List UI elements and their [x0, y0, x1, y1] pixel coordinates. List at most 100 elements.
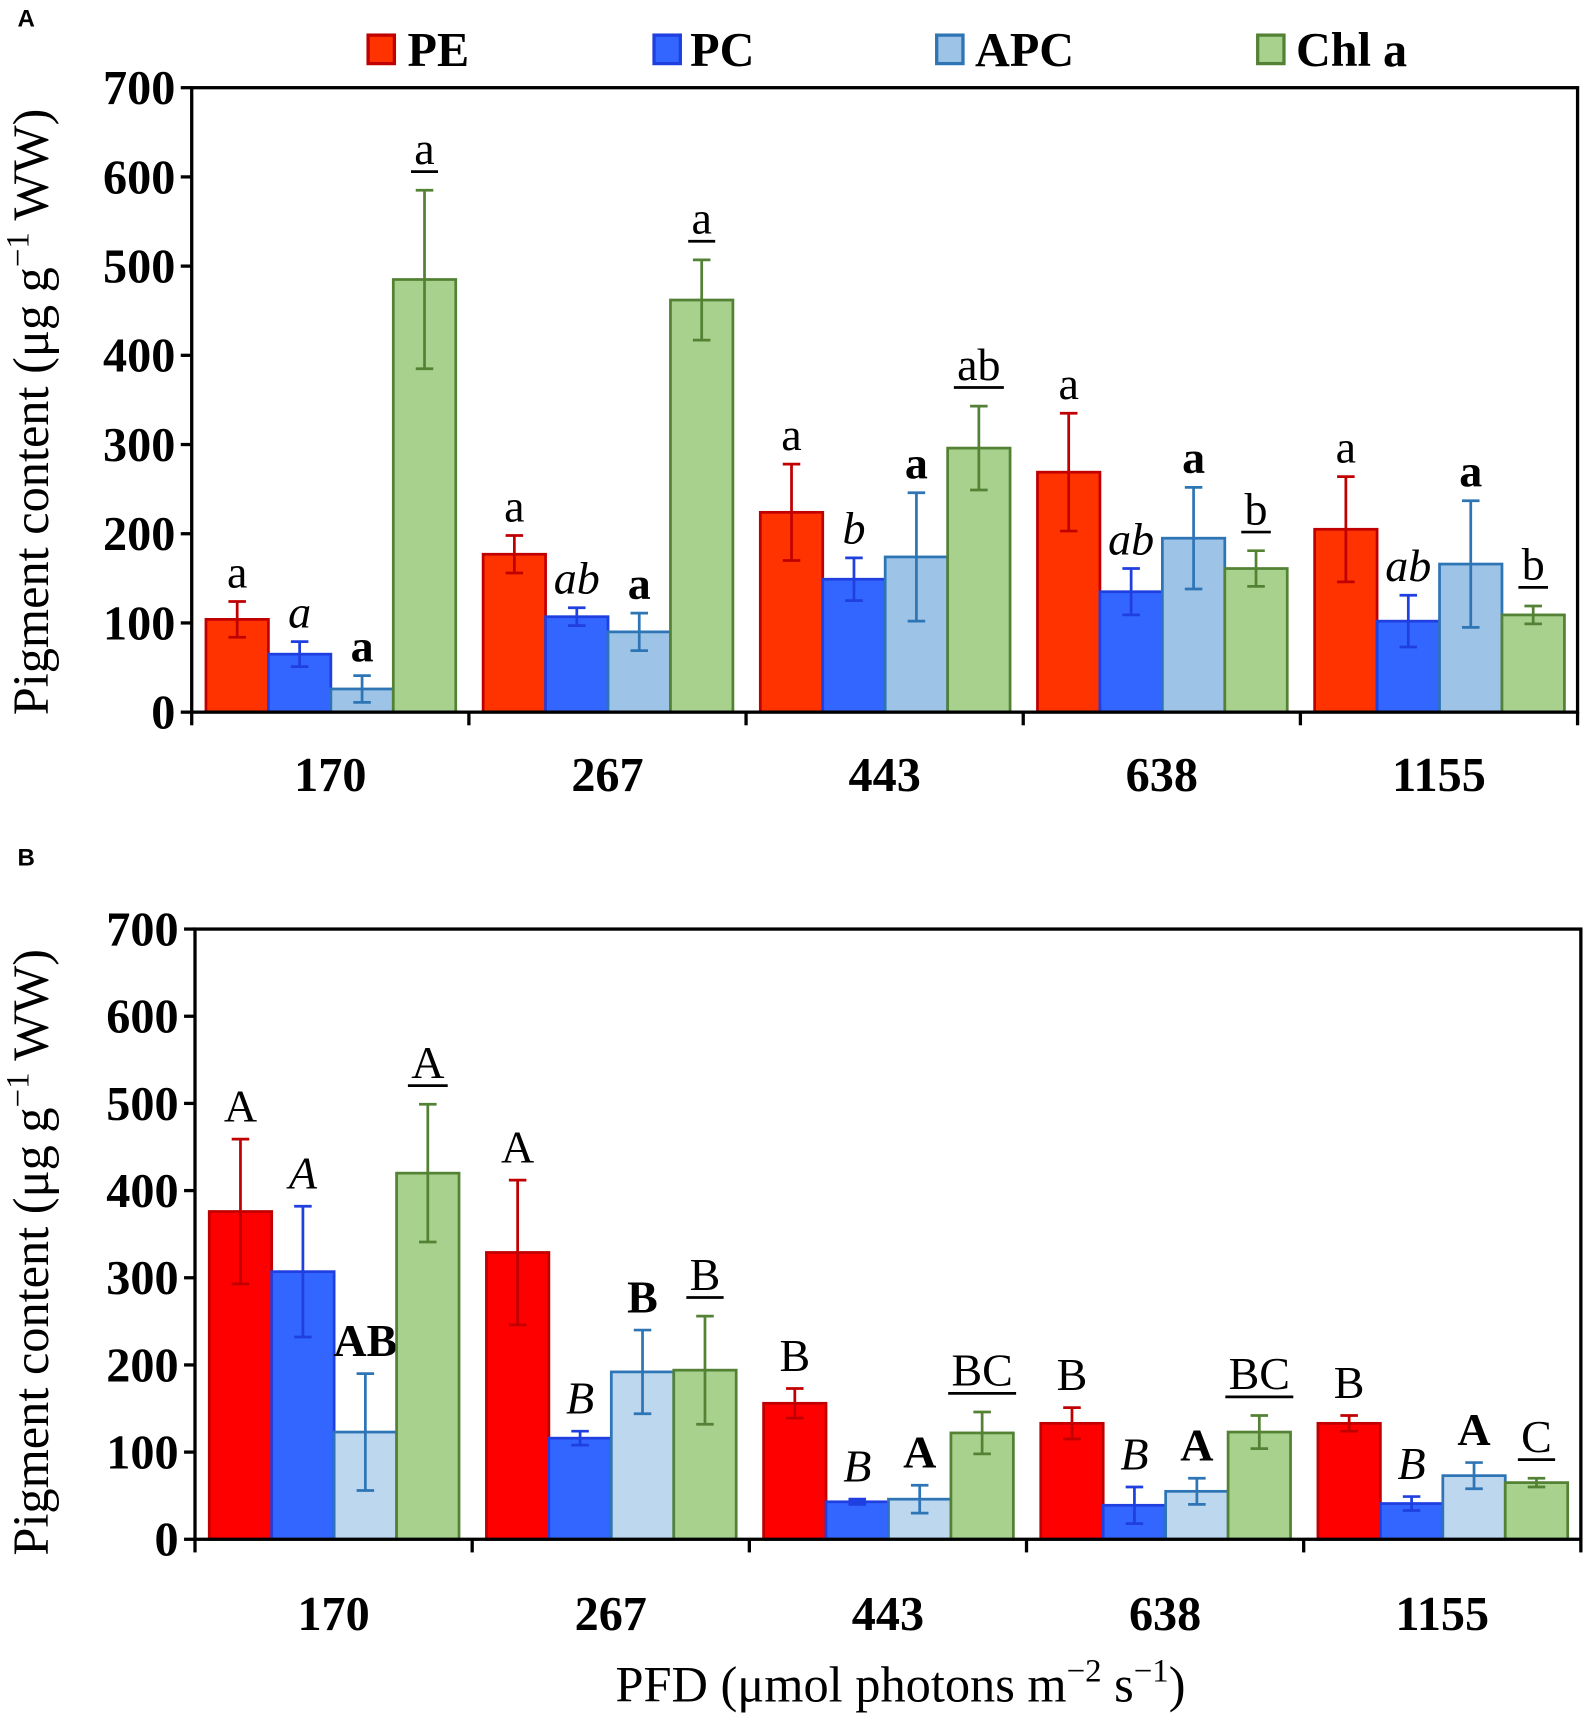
bar-pc-267	[544, 615, 610, 714]
error-bar-pc-170	[290, 640, 309, 669]
legend-swatch-apc	[935, 33, 965, 66]
error-bar-pe-267	[508, 1178, 527, 1327]
legend-swatch-chl-a	[1256, 33, 1286, 66]
bar-chl-a-1155	[1503, 1481, 1570, 1541]
error-bar-pe-267	[505, 534, 524, 575]
sig-letter-chl-a-170: a	[414, 123, 434, 174]
y-tick-label: 100	[106, 1427, 178, 1480]
x-tick-label: 1155	[1395, 1588, 1489, 1641]
sig-letter-apc-443: a	[905, 437, 928, 488]
error-bar-apc-1155	[1461, 499, 1480, 629]
sig-letter-pe-170: a	[227, 546, 247, 597]
bar-pe-1155	[1316, 1421, 1382, 1541]
x-tick-label: 170	[297, 1588, 369, 1641]
axes: 0 100 200 300 400 500 600 700 170 267 443 638 1155 Pi…	[0, 62, 1580, 802]
error-bar-apc-170	[356, 1372, 375, 1492]
sig-letter-pc-267: B	[566, 1373, 594, 1424]
sig-letter-pe-638: B	[1057, 1349, 1088, 1400]
error-bar-pc-1155	[1402, 1495, 1421, 1512]
y-tick-label: 400	[106, 1165, 178, 1218]
plot-frame	[193, 927, 1583, 1541]
sig-letter-chl-a-638: BC	[1229, 1348, 1290, 1399]
sig-letter-chl-a-170: A	[411, 1037, 444, 1088]
sig-letter-apc-267: B	[627, 1272, 658, 1323]
legend-swatch-pc	[652, 33, 682, 66]
error-bar-apc-443	[910, 1483, 929, 1515]
x-tick-label: 1155	[1392, 749, 1486, 802]
error-bar-apc-170	[353, 674, 371, 704]
x-axis-title-text: s	[1102, 1656, 1134, 1712]
y-tick-label: 700	[106, 903, 178, 956]
sig-letter-pc-170: A	[286, 1148, 318, 1199]
error-bar-apc-267	[633, 1328, 652, 1416]
error-bar-chl-a-638	[1247, 549, 1265, 588]
error-bar-apc-638	[1188, 1476, 1206, 1506]
plot-frame	[190, 86, 1580, 714]
bar-pe-443	[762, 1401, 828, 1541]
y-tick-label: 100	[103, 597, 175, 650]
error-bar-pc-170	[294, 1204, 312, 1339]
sig-letter-chl-a-1155: b	[1522, 539, 1545, 590]
x-axis-title: PFD (μmol photons m−2 s−1)	[616, 1654, 1186, 1713]
error-bar-chl-a-1155	[1524, 604, 1542, 626]
error-bar-pe-170	[228, 600, 246, 639]
y-tick-label: 700	[103, 62, 175, 115]
panel-label: A	[18, 5, 35, 32]
error-bar-apc-1155	[1465, 1461, 1483, 1491]
x-axis-title-superscript: −2	[1067, 1654, 1102, 1690]
sig-letter-pc-443: B	[843, 1441, 871, 1492]
error-bar-pe-1155	[1337, 475, 1355, 584]
y-axis-title-superscript: −1	[0, 1072, 36, 1107]
bar-chl-a-267	[669, 298, 735, 714]
legend-item-apc: APC	[935, 24, 1074, 77]
y-tick-label: 400	[103, 330, 175, 383]
sig-letter-pe-1155: a	[1336, 421, 1356, 472]
error-bar-pc-1155	[1399, 593, 1418, 649]
sig-letter-chl-a-638: b	[1245, 483, 1268, 534]
legend: PE PC APC Chl a	[366, 24, 1407, 77]
y-tick-label: 200	[103, 508, 175, 561]
sig-letter-apc-443: A	[903, 1427, 936, 1478]
x-tick-label: 170	[294, 749, 366, 802]
sig-letter-apc-267: a	[628, 558, 651, 609]
y-axis-title: Pigment content (μg g−1 WW)	[0, 949, 59, 1556]
bar-pe-638	[1039, 1421, 1105, 1541]
sig-letter-chl-a-267: B	[690, 1249, 721, 1300]
error-bar-pc-443	[845, 556, 863, 603]
sig-letter-pe-1155: B	[1334, 1357, 1365, 1408]
bar-pe-267	[481, 552, 547, 714]
y-axis-title-text: WW)	[3, 949, 59, 1073]
sig-letter-pe-638: a	[1058, 358, 1078, 409]
error-bar-pe-1155	[1340, 1414, 1358, 1433]
x-axis-title-superscript: −1	[1134, 1654, 1169, 1690]
y-tick-label: 600	[106, 991, 178, 1044]
x-tick-label: 443	[849, 749, 921, 802]
y-axis-title: Pigment content (μg g−1 WW)	[0, 109, 59, 716]
bar-chl-a-1155	[1500, 613, 1566, 714]
y-tick-label: 500	[106, 1078, 178, 1131]
error-bar-chl-a-638	[1250, 1414, 1269, 1450]
x-axis-title-text: )	[1169, 1656, 1186, 1712]
y-axis-title-text: Pigment content (μg g	[3, 1107, 59, 1555]
y-tick-label: 300	[103, 419, 175, 472]
axes: 0 100 200 300 400 500 600 700 170 267 443 638 1155 Pi…	[0, 903, 1583, 1713]
error-bar-chl-a-267	[696, 1314, 714, 1426]
error-bar-chl-a-1155	[1527, 1476, 1546, 1489]
error-bar-chl-a-443	[973, 1410, 991, 1456]
sig-letter-chl-a-443: ab	[957, 339, 1000, 390]
y-tick-label: 600	[103, 151, 175, 204]
y-tick-label: 0	[151, 687, 175, 740]
x-tick-label: 638	[1129, 1588, 1201, 1641]
sig-letter-pc-170: a	[288, 586, 311, 637]
error-bar-apc-267	[630, 611, 649, 652]
sig-letter-chl-a-267: a	[691, 193, 711, 244]
sig-letter-chl-a-443: BC	[951, 1345, 1012, 1396]
error-bar-chl-a-170	[419, 1102, 437, 1244]
error-bar-pc-638	[1125, 1485, 1144, 1525]
error-bar-pe-443	[782, 462, 801, 562]
x-tick-label: 638	[1126, 749, 1198, 802]
